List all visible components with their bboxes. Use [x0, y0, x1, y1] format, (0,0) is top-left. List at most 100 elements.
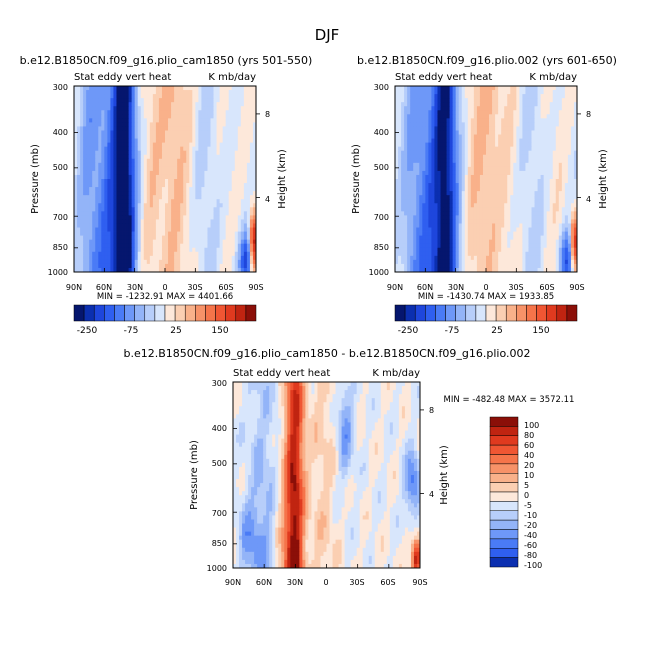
heatmap-cell — [246, 259, 251, 265]
heatmap-cell — [83, 126, 87, 131]
heatmap-cell — [552, 207, 557, 212]
heatmap-cell — [437, 215, 441, 220]
heatmap-cell — [501, 86, 505, 91]
heatmap-cell — [113, 203, 117, 208]
heatmap-cell — [522, 122, 526, 127]
heatmap-cell — [101, 126, 105, 131]
heatmap-cell — [237, 126, 242, 131]
heatmap-cell — [125, 126, 129, 131]
heatmap-cell — [104, 203, 108, 208]
heatmap-cell — [531, 219, 535, 224]
heatmap-cell — [567, 219, 572, 224]
heatmap-cell — [461, 118, 466, 123]
heatmap-cell — [207, 166, 211, 172]
heatmap-cell — [174, 243, 178, 249]
heatmap-cell — [116, 239, 120, 245]
heatmap-cell — [95, 247, 99, 253]
heatmap-cell — [92, 110, 96, 115]
heatmap-cell — [246, 211, 251, 216]
heatmap-cell — [467, 134, 472, 139]
heatmap-cell — [540, 98, 545, 103]
heatmap-cell — [452, 138, 457, 144]
heatmap-cell — [482, 138, 487, 144]
heatmap-cell — [137, 255, 142, 261]
heatmap-cell — [473, 146, 478, 152]
heatmap-cell — [228, 187, 233, 192]
heatmap-cell — [149, 158, 154, 164]
heatmap-cell — [443, 223, 447, 228]
heatmap-cell — [479, 106, 484, 111]
heatmap-cell — [213, 267, 217, 273]
heatmap-cell — [428, 126, 432, 131]
heatmap-cell — [440, 203, 444, 208]
heatmap-cell — [225, 243, 230, 249]
heatmap-cell — [92, 203, 96, 208]
heatmap-cell — [558, 223, 563, 228]
heatmap-cell — [125, 174, 129, 180]
heatmap-cell — [110, 179, 114, 184]
heatmap-cell — [534, 207, 538, 212]
heatmap-cell — [425, 207, 429, 212]
heatmap-cell — [531, 130, 535, 135]
heatmap-cell — [101, 215, 105, 220]
heatmap-cell — [186, 235, 190, 241]
heatmap-cell — [546, 183, 551, 188]
heatmap-cell — [107, 166, 111, 172]
heatmap-cell — [467, 142, 472, 148]
heatmap-cell — [458, 94, 463, 99]
heatmap-cell — [479, 86, 484, 91]
heatmap-cell — [119, 154, 123, 160]
heatmap-cell — [137, 114, 142, 119]
heatmap-cell — [92, 255, 96, 261]
heatmap-cell — [165, 223, 169, 228]
heatmap-cell — [249, 122, 254, 127]
heatmap-cell — [113, 215, 117, 220]
heatmap-cell — [437, 102, 441, 107]
heatmap-cell — [482, 195, 487, 200]
heatmap-cell — [143, 158, 148, 164]
heatmap-cell — [464, 183, 469, 188]
heatmap-cell — [92, 142, 96, 148]
heatmap-cell — [201, 187, 205, 192]
heatmap-cell — [158, 122, 163, 127]
heatmap-cell — [407, 187, 411, 192]
heatmap-cell — [183, 122, 187, 127]
heatmap-cell — [165, 170, 169, 176]
heatmap-cell — [489, 166, 493, 172]
heatmap-cell — [165, 174, 169, 180]
heatmap-cell — [243, 235, 248, 241]
heatmap-cell — [407, 154, 411, 160]
heatmap-cell — [458, 227, 463, 232]
heatmap-cell — [437, 118, 441, 123]
heatmap-cell — [455, 223, 460, 228]
heatmap-cell — [522, 170, 526, 176]
heatmap-cell — [74, 239, 78, 245]
heatmap-cell — [83, 154, 87, 160]
heatmap-cell — [501, 187, 505, 192]
heatmap-cell — [180, 102, 184, 107]
heatmap-cell — [192, 122, 196, 127]
heatmap-cell — [89, 183, 93, 188]
heatmap-cell — [80, 98, 84, 103]
heatmap-cell — [110, 195, 114, 200]
heatmap-cell — [174, 162, 178, 168]
heatmap-cell — [476, 138, 481, 144]
heatmap-cell — [137, 102, 142, 107]
heatmap-cell — [552, 203, 557, 208]
heatmap-cell — [516, 138, 520, 144]
heatmap-cell — [192, 94, 196, 99]
heatmap-cell — [122, 191, 126, 196]
heatmap-cell — [246, 174, 251, 180]
heatmap-cell — [192, 215, 196, 220]
heatmap-cell — [110, 130, 114, 135]
heatmap-cell — [83, 215, 87, 220]
heatmap-cell — [92, 231, 96, 237]
heatmap-cell — [467, 219, 472, 224]
heatmap-cell — [189, 98, 193, 103]
heatmap-cell — [201, 126, 205, 131]
heatmap-cell — [461, 138, 466, 144]
heatmap-cell — [140, 191, 145, 196]
heatmap-cell — [413, 174, 417, 180]
heatmap-cell — [516, 98, 520, 103]
heatmap-cell — [407, 138, 411, 144]
